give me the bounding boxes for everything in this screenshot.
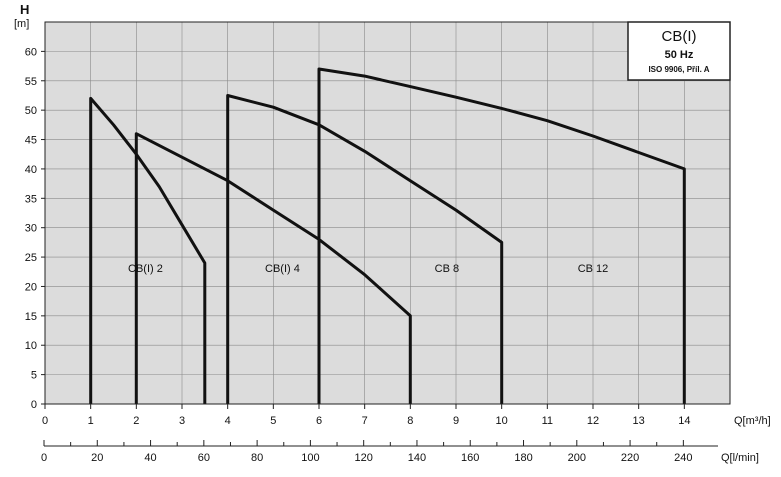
- x-tick-label: 10: [496, 415, 508, 427]
- legend-box: CB(I) 50 Hz ISO 9906, Příl. A: [627, 21, 731, 81]
- y-axis-label: H: [20, 2, 29, 17]
- plot-background: [45, 22, 730, 404]
- chart-title: CB(I): [662, 28, 697, 45]
- x2-tick-label: 220: [621, 452, 639, 464]
- x-tick-label: 9: [453, 415, 459, 427]
- x-tick-label: 12: [587, 415, 599, 427]
- x2-tick-label: 20: [91, 452, 103, 464]
- x-tick-label: 8: [407, 415, 413, 427]
- x-tick-label: 3: [179, 415, 185, 427]
- y-tick-label: 45: [25, 135, 37, 147]
- series-line-cb-i-2: [89, 96, 207, 404]
- y-tick-label: 15: [25, 311, 37, 323]
- x2-tick-label: 140: [408, 452, 426, 464]
- series-line-cb-8: [226, 94, 504, 404]
- y-tick-label: 40: [25, 164, 37, 176]
- x2-tick-label: 80: [251, 452, 263, 464]
- chart-subtitle: 50 Hz: [665, 49, 694, 61]
- x2-tick-label: 60: [198, 452, 210, 464]
- x2-tick-label: 160: [461, 452, 479, 464]
- x-tick-label: 4: [225, 415, 231, 427]
- series-lines: CB(I) 2 CB(I) 4 CB 8 CB 12: [89, 67, 686, 404]
- y-tick-label: 10: [25, 340, 37, 352]
- y-tick-label: 5: [31, 370, 37, 382]
- plot-frame: [44, 21, 731, 405]
- x2-tick-label: 0: [41, 452, 47, 464]
- y-tick-label: 50: [25, 105, 37, 117]
- series-label-cb-i-2: CB(I) 2: [128, 263, 163, 275]
- x-tick-label: 2: [133, 415, 139, 427]
- series-label-cb-12: CB 12: [578, 263, 609, 275]
- series-line-cb-12: [317, 67, 686, 404]
- x2-tick-label: 240: [674, 452, 692, 464]
- x2-tick-label: 180: [514, 452, 532, 464]
- x2-axis-label: Q[l/min]: [721, 452, 759, 464]
- series-line-cb-i-4: [134, 132, 412, 404]
- x-axis-label: Q[m³/h]: [734, 415, 771, 427]
- y-tick-label: 35: [25, 193, 37, 205]
- y-tick-label: 60: [25, 46, 37, 58]
- y-tick-label: 55: [25, 76, 37, 88]
- y-tick-label: 25: [25, 252, 37, 264]
- x-tick-label: 0: [42, 415, 48, 427]
- series-label-cb-i-4: CB(I) 4: [265, 263, 300, 275]
- x2-tick-label: 100: [301, 452, 319, 464]
- x-tick-label: 11: [542, 415, 553, 427]
- y-tick-label: 20: [25, 281, 37, 293]
- x2-tick-label: 200: [568, 452, 586, 464]
- x-tick-label: 5: [270, 415, 276, 427]
- chart-note: ISO 9906, Příl. A: [648, 65, 709, 74]
- y-axis-unit: [m]: [14, 18, 29, 30]
- y-axis: 0 5 10 15 20 25 30 35 40 45 50 55 60: [25, 46, 45, 411]
- y-tick-label: 0: [31, 399, 37, 411]
- x2-tick-label: 40: [144, 452, 156, 464]
- x-tick-label: 7: [362, 415, 368, 427]
- x-axis-flow-m3h: 0 1 2 3 4 5 6 7 8 9 10 11 12 13 14: [42, 404, 690, 427]
- x-axis-flow-lmin: 0 20 40 60 80 100 120 140 160 180 200 220 240: [41, 440, 718, 464]
- x-tick-label: 14: [678, 415, 690, 427]
- x-tick-label: 13: [633, 415, 645, 427]
- x2-tick-label: 120: [355, 452, 373, 464]
- x-tick-label: 1: [88, 415, 94, 427]
- y-tick-label: 30: [25, 223, 37, 235]
- x-tick-label: 6: [316, 415, 322, 427]
- series-label-cb-8: CB 8: [435, 263, 459, 275]
